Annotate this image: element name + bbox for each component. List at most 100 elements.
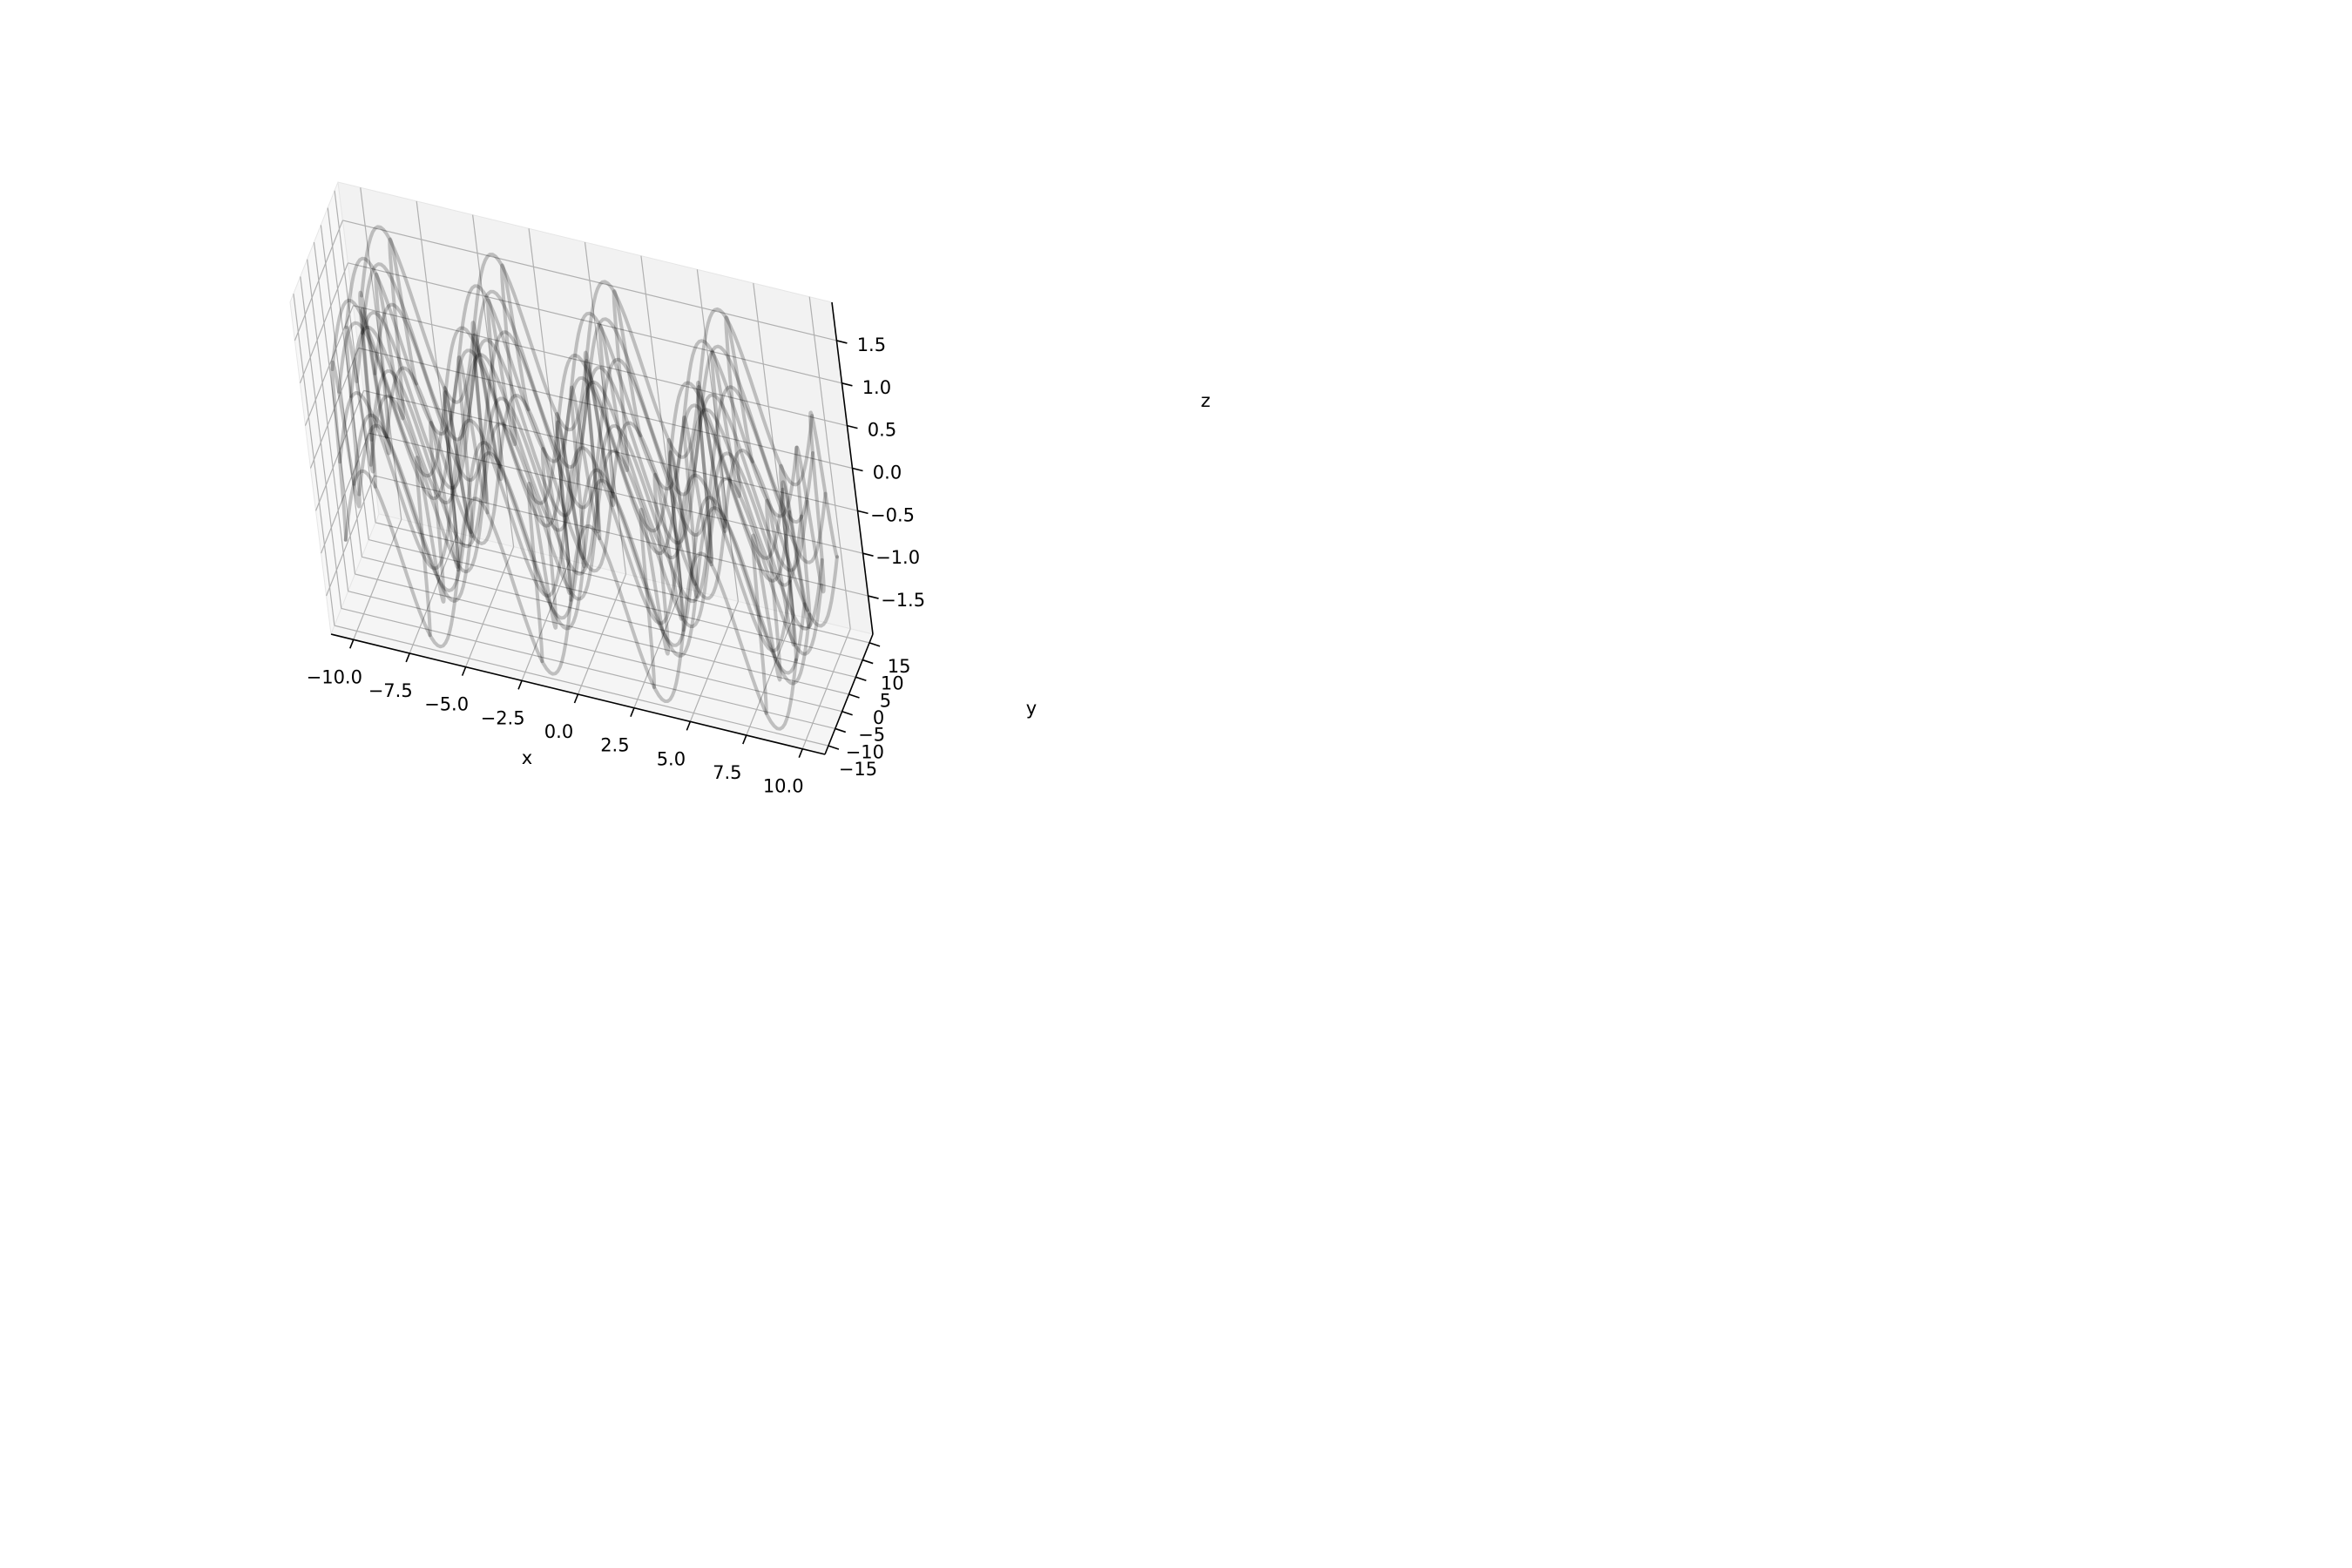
x-tick <box>461 666 467 676</box>
y-tick <box>835 727 847 733</box>
grid-line-z-back <box>363 389 858 511</box>
wire-line-const-x <box>668 381 727 632</box>
wire-line-const-x <box>555 350 614 602</box>
z-tick <box>852 467 863 472</box>
x-tick <box>798 748 803 759</box>
z-tick-label: −1.0 <box>875 547 920 568</box>
z-tick-label: −0.5 <box>870 504 915 525</box>
x-tick <box>517 680 523 690</box>
wire-line-const-y <box>337 321 791 583</box>
z-ticks: −1.5 −1.0 −0.5 0.0 0.5 1.0 1.5 <box>836 335 925 611</box>
z-tick-label: 1.5 <box>857 335 886 355</box>
x-tick-label: 0.0 <box>544 721 573 742</box>
wire-line-const-y <box>352 413 807 675</box>
grid-line-z-back <box>348 262 842 384</box>
z-tick <box>862 552 874 557</box>
grid-line-y-floor <box>341 607 835 730</box>
wire-line-const-y <box>361 262 814 524</box>
wire-line-const-x <box>639 437 698 689</box>
z-tick-label: 0.5 <box>868 420 896 441</box>
wire-line-const-y <box>338 391 793 653</box>
grid-line-y-floor <box>348 591 842 713</box>
z-tick <box>847 424 858 429</box>
z-tick <box>857 510 868 515</box>
x-tick-label: −7.5 <box>368 680 413 701</box>
y-tick <box>828 745 840 750</box>
grid-line-z-left <box>326 475 375 597</box>
wire-line-const-y <box>384 366 839 628</box>
wire-line-const-y <box>343 469 798 731</box>
grid-line-z-back <box>353 305 848 427</box>
y-tick-label: 0 <box>873 707 884 728</box>
wire-line-const-x <box>330 290 389 542</box>
x-ticks: −10.0 −7.5 −5.0 −2.5 0.0 2.5 5.0 7.5 10.0 <box>307 639 804 797</box>
z-tick-label: 0.0 <box>873 463 902 483</box>
wire-line-const-x <box>781 410 839 662</box>
grid-line-y-floor <box>362 556 856 678</box>
y-tick-label: 10 <box>881 673 904 694</box>
x-axis-label: x <box>522 747 532 768</box>
grid-line-z-left <box>304 305 355 426</box>
x-tick-label: 2.5 <box>600 735 629 756</box>
x-tick-label: 10.0 <box>763 776 804 797</box>
z-tick <box>841 382 853 387</box>
y-tick <box>855 676 867 682</box>
grid-line-z-left <box>309 348 360 469</box>
x-tick <box>405 652 410 663</box>
x-tick <box>573 693 579 704</box>
wire-line-const-x <box>443 321 502 572</box>
wireframe-surface <box>330 225 839 731</box>
x-tick-label: 7.5 <box>713 762 741 783</box>
wire-line-const-y <box>368 394 823 656</box>
grid-line-y-floor <box>375 522 870 644</box>
grid-line-z-left <box>314 390 365 511</box>
x-tick-label: −2.5 <box>481 707 525 728</box>
wire-line-const-y <box>357 423 812 686</box>
grid-line-y-floor <box>355 573 849 695</box>
grid-line-z-left <box>294 220 343 341</box>
wire-line-const-y <box>330 298 785 560</box>
x-tick <box>349 639 355 649</box>
wire-line-const-y <box>369 368 824 631</box>
grid-line-z-back <box>368 432 863 554</box>
grid-line-z-back <box>342 220 837 341</box>
wire-line-const-x <box>415 386 473 638</box>
x-tick <box>686 721 692 731</box>
x-tick-label: −5.0 <box>424 694 469 715</box>
z-tick-label: 1.0 <box>862 377 891 398</box>
grid-line-z-back <box>374 475 868 597</box>
wire-line-const-y <box>348 325 803 587</box>
y-tick-label: −10 <box>846 741 884 762</box>
grid-line-z-back <box>358 347 853 470</box>
y-tick-label: −15 <box>839 759 877 780</box>
grid-line-y-floor <box>334 625 829 747</box>
wire-line-const-x <box>696 315 755 567</box>
y-tick <box>862 659 874 665</box>
y-tick <box>841 710 853 716</box>
axis-panes <box>289 181 874 755</box>
wire-line-const-x <box>751 463 809 715</box>
wire-line-const-x <box>360 237 419 489</box>
wireframe-chart: −10.0−7.5−5.0−2.50.02.55.07.510.0 −15−10… <box>289 181 1211 797</box>
z-axis-label: z <box>1200 390 1210 411</box>
x-tick <box>742 734 747 745</box>
grid-lines <box>293 187 870 749</box>
y-tick <box>848 693 860 699</box>
z-tick <box>868 595 879 599</box>
grid-line-y-floor <box>368 538 863 661</box>
wire-line-const-x <box>526 412 585 664</box>
x-tick-label: 5.0 <box>657 748 686 769</box>
wire-line-const-y <box>373 302 828 564</box>
wire-line-const-x <box>472 263 531 515</box>
y-tick-label: 15 <box>888 656 911 677</box>
grid-line-z-left <box>320 432 370 554</box>
wire-line-const-y <box>355 310 809 572</box>
y-tick <box>868 642 881 647</box>
z-tick-label: −1.5 <box>881 590 925 611</box>
y-axis-label: y <box>1026 698 1037 719</box>
wire-line-const-y <box>344 256 799 518</box>
y-tick-label: −5 <box>858 725 885 746</box>
z-tick <box>836 340 848 344</box>
x-tick-label: −10.0 <box>307 666 362 687</box>
